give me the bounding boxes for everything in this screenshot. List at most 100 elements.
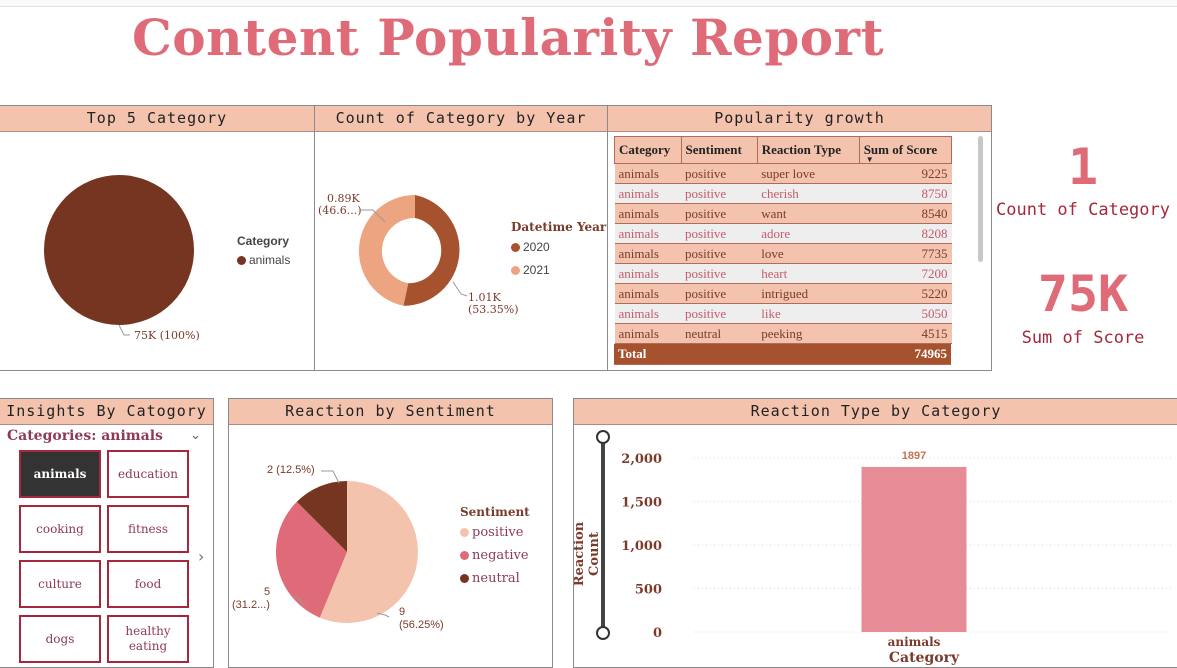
total-table: Total 74965 bbox=[614, 344, 951, 365]
legend-label: 2020 bbox=[523, 240, 550, 254]
pie-slice-animals[interactable] bbox=[44, 175, 194, 325]
category-tile-food[interactable]: food bbox=[107, 560, 189, 608]
xlabel: Category bbox=[888, 650, 960, 666]
cell-sum-of-score: 5220 bbox=[859, 283, 952, 304]
table-row[interactable]: animals positive adore 8208 bbox=[614, 223, 952, 244]
reaction-type-bar-chart[interactable]: 0 500 1,000 1,500 2,000 1897 animals bbox=[574, 425, 1177, 668]
category-tile-healthy-eating[interactable]: healthy eating bbox=[107, 615, 189, 663]
category-tile-education[interactable]: education bbox=[107, 450, 189, 498]
cell-sum-of-score: 4515 bbox=[859, 323, 952, 344]
popularity-growth-header: Popularity growth bbox=[608, 106, 991, 132]
table-row[interactable]: animals positive want 8540 bbox=[614, 203, 952, 224]
cell-sentiment: positive bbox=[681, 283, 758, 304]
leader-neutral bbox=[321, 470, 340, 484]
cell-reaction-type: super love bbox=[757, 163, 860, 184]
cell-sum-of-score: 8208 bbox=[859, 223, 952, 244]
chevron-right-icon[interactable]: › bbox=[198, 547, 205, 566]
count-of-category-value: 1 bbox=[1067, 138, 1099, 196]
cell-category: animals bbox=[614, 163, 682, 184]
label-positive-value: 9 bbox=[399, 606, 406, 618]
sort-desc-icon[interactable]: ▼ bbox=[865, 155, 874, 164]
cell-sentiment: positive bbox=[681, 183, 758, 204]
category-tile-fitness[interactable]: fitness bbox=[107, 505, 189, 553]
pie-slice-positive[interactable] bbox=[319, 481, 418, 623]
col-header-sum-of-score[interactable]: Sum of Score ▼ bbox=[858, 136, 952, 164]
cell-sentiment: positive bbox=[681, 163, 758, 184]
cell-sum-of-score: 7200 bbox=[859, 263, 952, 284]
table-row[interactable]: animals positive like 5050 bbox=[614, 303, 952, 324]
legend-label: neutral bbox=[472, 571, 520, 586]
insights-panel: Insights By Catogory Categories: animals… bbox=[0, 398, 214, 668]
legend-item-2020[interactable]: 2020 bbox=[511, 240, 550, 254]
cell-category: animals bbox=[614, 223, 682, 244]
legend-item-animals[interactable]: animals bbox=[237, 253, 290, 267]
legend-label: 2021 bbox=[523, 263, 550, 277]
slider-handle-bottom[interactable] bbox=[596, 626, 610, 640]
y-axis-zoom-slider[interactable] bbox=[601, 434, 605, 634]
legend-swatch bbox=[511, 266, 520, 276]
legend-item-negative[interactable]: negative bbox=[460, 548, 529, 563]
legend-item-positive[interactable]: positive bbox=[460, 525, 523, 540]
legend-swatch bbox=[460, 551, 469, 560]
cell-sentiment: positive bbox=[681, 263, 758, 284]
chevron-down-icon[interactable]: ⌄ bbox=[190, 428, 201, 443]
legend-item-2021[interactable]: 2021 bbox=[511, 263, 550, 277]
reaction-by-sentiment-header: Reaction by Sentiment bbox=[229, 399, 552, 425]
total-row: Total 74965 bbox=[614, 344, 951, 365]
cell-category: animals bbox=[614, 303, 682, 324]
cell-sentiment: neutral bbox=[681, 323, 758, 344]
category-by-year-header: Count of Category by Year bbox=[315, 106, 607, 132]
x-tick-label: animals bbox=[888, 635, 941, 649]
bar-animals[interactable] bbox=[861, 466, 967, 632]
leader-negative bbox=[292, 596, 306, 608]
category-tile-culture[interactable]: culture bbox=[19, 560, 101, 608]
category-filter-dropdown[interactable]: Categories: animals ⌄ bbox=[7, 428, 207, 448]
col-header-reaction-type[interactable]: Reaction Type bbox=[756, 136, 860, 164]
table-body: animals positive super love 9225 animals posi… bbox=[614, 163, 952, 344]
cell-reaction-type: intrigued bbox=[757, 283, 860, 304]
table-row[interactable]: animals positive super love 9225 bbox=[614, 163, 952, 184]
table-row[interactable]: animals positive love 7735 bbox=[614, 243, 952, 264]
table-row[interactable]: animals positive cherish 8750 bbox=[614, 183, 952, 204]
col-header-category[interactable]: Category bbox=[614, 136, 682, 164]
popularity-growth-panel: Popularity growth Category Sentiment Rea… bbox=[607, 105, 992, 371]
donut-slice-2021[interactable] bbox=[358, 194, 415, 306]
sentiment-pie[interactable] bbox=[229, 425, 552, 668]
legend-swatch bbox=[237, 256, 246, 266]
window-top-bar bbox=[0, 0, 1177, 7]
label-2021-value: 0.89K bbox=[327, 192, 360, 205]
legend-title: Category bbox=[237, 234, 290, 248]
col-header-sentiment[interactable]: Sentiment bbox=[680, 136, 758, 164]
table-row[interactable]: animals positive intrigued 5220 bbox=[614, 283, 952, 304]
legend-swatch bbox=[511, 243, 520, 253]
cell-reaction-type: peeking bbox=[757, 323, 860, 344]
cell-category: animals bbox=[614, 323, 682, 344]
top5-category-pie[interactable] bbox=[0, 132, 314, 371]
y-tick-label: 1,000 bbox=[621, 539, 662, 554]
total-label: Total bbox=[614, 344, 680, 365]
cell-reaction-type: like bbox=[757, 303, 860, 324]
pie-slice-neutral[interactable] bbox=[296, 481, 347, 552]
reaction-type-header: Reaction Type by Category bbox=[574, 399, 1177, 425]
category-tile-dogs[interactable]: dogs bbox=[19, 615, 101, 663]
label-negative-value: 5 bbox=[264, 586, 271, 598]
table-header-row: Category Sentiment Reaction Type Sum of … bbox=[614, 136, 952, 164]
table-scrollbar[interactable] bbox=[978, 136, 983, 262]
category-by-year-donut[interactable] bbox=[315, 132, 607, 371]
legend-title: Datetime Year bbox=[511, 220, 607, 234]
table-row[interactable]: animals positive heart 7200 bbox=[614, 263, 952, 284]
category-by-year-panel: Count of Category by Year 0.89K (46.6...… bbox=[314, 105, 608, 371]
sum-of-score-value: 75K bbox=[1037, 265, 1129, 323]
slider-handle-top[interactable] bbox=[596, 430, 610, 444]
cell-reaction-type: adore bbox=[757, 223, 860, 244]
table-total-row: Total 74965 bbox=[614, 344, 951, 365]
cell-category: animals bbox=[614, 183, 682, 204]
pie-slice-negative[interactable] bbox=[275, 501, 347, 618]
donut-slice-2020[interactable] bbox=[403, 195, 460, 306]
legend-item-neutral[interactable]: neutral bbox=[460, 571, 520, 586]
category-tile-cooking[interactable]: cooking bbox=[19, 505, 101, 553]
table-row[interactable]: animals neutral peeking 4515 bbox=[614, 323, 952, 344]
label-negative-pct: (31.2...) bbox=[232, 599, 270, 611]
category-tile-animals[interactable]: animals bbox=[19, 450, 101, 498]
category-filter-label: Categories: animals bbox=[7, 428, 163, 444]
